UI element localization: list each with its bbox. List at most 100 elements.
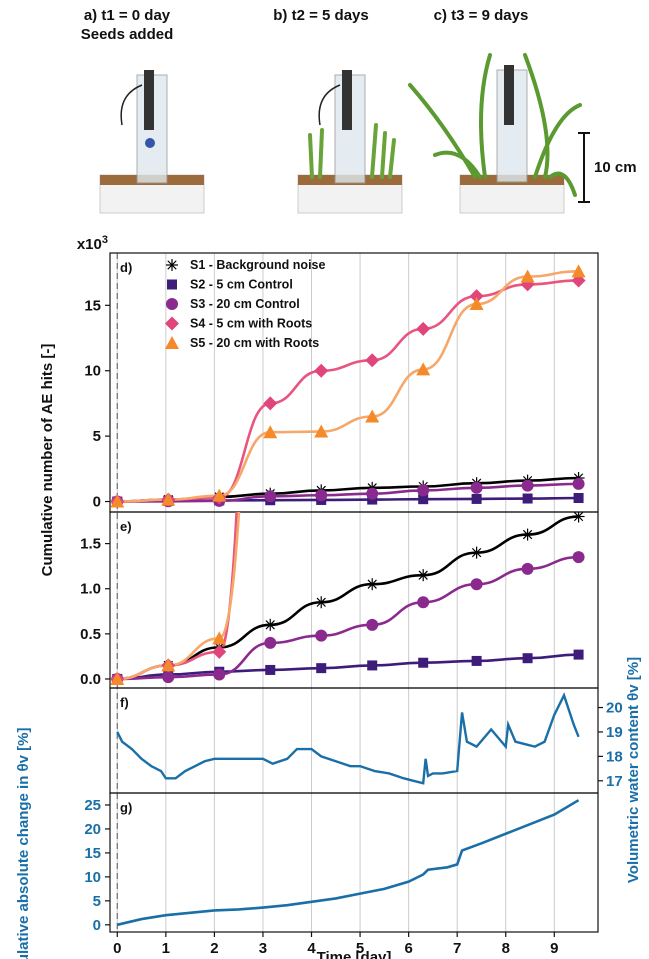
legend: S1 - Background noise S2 - 5 cm Control S3… (165, 258, 325, 350)
x-tick-label: 2 (210, 940, 218, 957)
series-line-e-s4 (117, 512, 238, 681)
x-tick-label: 7 (453, 940, 461, 957)
y-multiplier-exp: 3 (102, 234, 108, 246)
data-point-e-s1-stroke (573, 512, 584, 522)
legend-marker-s5 (165, 336, 179, 349)
data-point-d-s3 (264, 490, 277, 503)
data-point-d-s3 (315, 489, 328, 502)
caption-a-line1: a) t1 = 0 day (83, 7, 171, 24)
data-point-d-s3 (366, 487, 379, 500)
data-point-e-s3 (521, 562, 534, 575)
y-tick-label-g: 10 (84, 869, 101, 886)
data-point-e-s2 (418, 657, 429, 668)
data-point-e-s5 (161, 658, 176, 672)
data-point-d-s4 (263, 396, 278, 411)
data-point-d-s3 (470, 481, 483, 494)
data-point-e-s5 (110, 671, 125, 685)
legend-label-s3: S3 - 20 cm Control (190, 297, 300, 311)
y-axis-label-water: Volumetric water content θv [%] (625, 657, 642, 883)
series-group-g (116, 799, 580, 927)
data-point-d-s4 (365, 353, 380, 368)
x-tick-label: 9 (550, 940, 558, 957)
data-point-d-s5 (212, 488, 227, 502)
panel-frame-g (109, 792, 599, 933)
y-tick-label-g: 5 (93, 893, 101, 910)
legend-label-s1: S1 - Background noise (190, 258, 325, 272)
panel-frame-d (109, 252, 599, 513)
y-axis-label-ae: Cumulative number of AE hits [-] (39, 344, 56, 577)
data-point-e-s3 (213, 668, 226, 681)
x-axis-label: Time [day] (317, 949, 392, 959)
y-tick-label-e: 0.5 (80, 626, 101, 643)
data-point-e-s3 (162, 671, 175, 684)
data-point-e-s5 (365, 85, 379, 98)
data-point-e-s5 (314, 189, 328, 202)
data-point-d-s5 (469, 297, 484, 311)
legend-marker-s1 (166, 259, 178, 271)
series-line-e-s1 (117, 515, 579, 681)
y-multiplier: x103 (77, 234, 108, 253)
data-point-d-s2 (418, 494, 429, 505)
photo-t3 (408, 53, 582, 214)
scale-label: 10 cm (594, 159, 637, 176)
photo-t2 (297, 70, 403, 214)
data-point-d-s5 (263, 425, 278, 439)
series-line-e-s3 (117, 555, 579, 681)
panel-label-f: f) (120, 695, 129, 710)
data-point-e-s1-stroke (316, 597, 326, 607)
data-point-d-s3 (572, 477, 585, 490)
x-tick-label: 4 (307, 940, 316, 957)
legend-label-s5: S5 - 20 cm with Roots (190, 336, 319, 350)
panel-label-d: d) (120, 260, 132, 275)
data-point-d-s4 (314, 363, 329, 378)
y-tick-label-d: 10 (84, 363, 101, 380)
data-point-e-s1-stroke (471, 547, 482, 558)
series-line-d-s3 (117, 482, 579, 503)
y-tick-label-e: 1.0 (80, 581, 101, 598)
scale-bar-bottom (578, 201, 590, 203)
y-tick-label-g: 15 (84, 845, 101, 862)
series-group-f (116, 692, 580, 785)
x-tick-label: 3 (259, 940, 267, 957)
x-tick-label: 1 (162, 940, 170, 957)
y-tick-label-g: 0 (93, 917, 101, 934)
y-tick-label-d: 0 (93, 494, 101, 511)
caption-a: a) t1 = 0 day Seeds added (62, 6, 192, 44)
data-point-d-s5 (571, 264, 586, 278)
data-point-e-s3 (470, 578, 483, 591)
data-point-d-s3 (417, 484, 430, 497)
data-point-d-s2 (471, 493, 482, 504)
data-point-e-s1 (417, 569, 430, 582)
legend-marker-s1-stroke (167, 260, 177, 270)
y-tick-label-e: 0.0 (80, 671, 101, 688)
data-point-e-s4 (212, 644, 227, 659)
data-point-e-s2 (471, 655, 482, 666)
legend-label-s2: S2 - 5 cm Control (190, 278, 293, 292)
data-point-e-s1 (470, 546, 483, 559)
data-point-e-s2 (367, 660, 378, 671)
data-point-d-s5 (416, 362, 431, 376)
x-tick-label: 5 (356, 940, 364, 957)
data-point-e-s1 (366, 578, 379, 591)
data-point-e-s1-stroke (522, 529, 533, 540)
y-tick-label-d: 5 (93, 428, 101, 445)
series-line-e-s5 (117, 512, 241, 681)
data-point-d-s5 (314, 424, 329, 438)
data-point-e-s1-stroke (265, 620, 275, 630)
panel-label-g: g) (120, 800, 132, 815)
data-point-d-s2 (573, 493, 584, 504)
caption-b: b) t2 = 5 days (273, 7, 369, 24)
data-point-e-s3 (572, 551, 585, 564)
legend-marker-s2 (167, 279, 177, 290)
series-group-e (110, 85, 585, 686)
data-point-e-s3 (264, 636, 277, 649)
x-tick-label: 6 (404, 940, 412, 957)
series-group-d (110, 264, 586, 509)
data-point-e-s1 (315, 596, 328, 609)
water-content-line (116, 692, 580, 785)
series-line-d-s5 (117, 270, 579, 503)
photo-t1 (99, 70, 205, 214)
data-point-e-s1 (572, 512, 585, 523)
data-point-d-s5 (161, 492, 176, 506)
panel-frame-f (109, 687, 599, 794)
